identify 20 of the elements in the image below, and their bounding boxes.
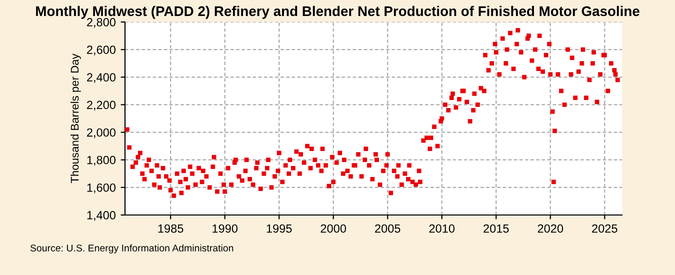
y-tick-label: 2,200	[87, 100, 116, 111]
x-tick-label: 1985	[158, 224, 184, 233]
x-tick-label: 2005	[375, 224, 400, 233]
x-tick-label: 2025	[592, 224, 618, 233]
y-tick-label: 1,800	[87, 156, 116, 166]
x-tick-label: 2020	[538, 224, 564, 233]
x-tick-label: 1990	[212, 224, 238, 233]
source-note: Source: U.S. Energy Information Administration	[30, 244, 234, 254]
y-tick-label: 2,800	[87, 18, 116, 28]
x-tick-label: 2000	[320, 224, 346, 233]
x-tick-label: 2015	[484, 224, 509, 233]
y-tick-label: 2,600	[87, 46, 116, 56]
x-tick-label: 2010	[429, 224, 455, 233]
y-tick-label: 2,400	[87, 73, 116, 83]
y-tick-label: 1,400	[87, 211, 116, 221]
chart-title: Monthly Midwest (PADD 2) Refinery and Blender Net Production of Finished Motor Gasoline	[36, 6, 640, 19]
y-tick-label: 2,000	[87, 128, 116, 138]
y-axis-title: Thousand Barrels per Day	[70, 54, 81, 184]
x-tick-label: 1995	[266, 224, 292, 233]
y-tick-label: 1,600	[87, 183, 116, 194]
